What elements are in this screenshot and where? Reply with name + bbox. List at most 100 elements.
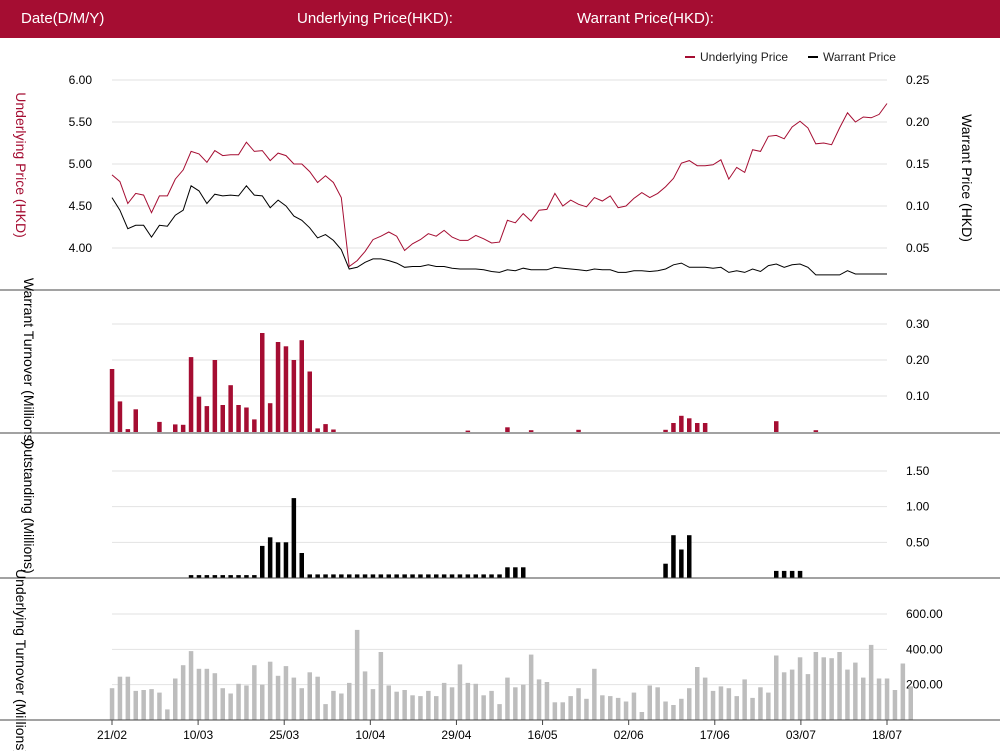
warrant-price-label: Warrant Price(HKD):: [577, 10, 714, 27]
underlying-turnover-bar: [441, 682, 447, 720]
outstanding-bar: [497, 574, 502, 578]
outstanding-bar: [307, 574, 312, 578]
underlying-price-label: Underlying Price(HKD):: [297, 10, 453, 27]
y-tick-right: 0.25: [906, 73, 930, 87]
x-tick-label: 10/04: [355, 728, 385, 742]
underlying-turnover-bar: [608, 696, 613, 720]
underlying-turnover-bar: [228, 693, 233, 720]
underlying-turnover-bar: [868, 644, 874, 720]
underlying-turnover-bar: [426, 690, 431, 720]
warrant-turnover-bar: [465, 430, 471, 432]
underlying-turnover-bar: [354, 629, 360, 720]
outstanding-bar: [275, 542, 281, 578]
underlying-turnover-bar: [449, 687, 455, 720]
outstanding-bar: [315, 574, 320, 578]
underlying-turnover-bar: [528, 654, 534, 720]
underlying-turnover-bar: [710, 690, 716, 720]
underlying-turnover-bar: [323, 704, 328, 720]
warrant-turnover-bar: [291, 360, 297, 432]
outstanding-bar: [513, 567, 518, 578]
outstanding-bar: [489, 574, 494, 578]
legend-warrant-label: Warrant Price: [823, 50, 896, 64]
underlying-turnover-bar: [378, 652, 384, 720]
legend-underlying-label: Underlying Price: [700, 50, 788, 64]
x-tick-label: 17/06: [700, 728, 730, 742]
warrant-turnover-bar: [117, 401, 123, 432]
underlying-turnover-bar: [789, 669, 795, 720]
underlying-turnover-bar: [434, 696, 439, 720]
outstanding-bar: [774, 570, 779, 578]
underlying-turnover-bar: [631, 692, 637, 720]
underlying-turnover-bar: [671, 705, 676, 720]
y-tick: 200.00: [906, 678, 943, 692]
underlying-turnover-bar: [244, 685, 249, 720]
underlying-turnover-bar: [687, 688, 692, 720]
outstanding-bar: [196, 575, 202, 578]
y-tick-right: 0.20: [906, 115, 930, 129]
outstanding-bar: [457, 574, 463, 578]
underlying-turnover-bar: [663, 701, 668, 720]
underlying-turnover-bar: [418, 696, 423, 720]
outstanding-bar: [465, 574, 471, 578]
x-tick-label: 29/04: [441, 728, 471, 742]
underlying-turnover-bar: [410, 695, 415, 720]
underlying-turnover-bar: [797, 657, 803, 720]
outstanding-bar: [362, 574, 368, 578]
underlying-turnover-bar: [623, 701, 629, 720]
warrant-turnover-bar: [679, 415, 684, 432]
underlying-turnover-bar: [252, 665, 257, 720]
outstanding-bar: [402, 574, 407, 578]
x-axis-ticks: 21/02 10/03 25/03 10/04 29/04 16/05 02/06 17/06…: [97, 720, 902, 742]
outstanding-bar: [236, 575, 241, 578]
underlying-turnover-bar: [180, 665, 186, 720]
underlying-turnover-axis-label: Underlying Turnover (Millions): [13, 569, 29, 751]
outstanding-bar: [299, 553, 304, 578]
date-label: Date(D/M/Y): [21, 10, 105, 27]
outstanding-bar: [789, 570, 795, 578]
warrant-turnover-bar: [275, 342, 281, 432]
underlying-turnover-bar: [489, 690, 494, 720]
warrant-turnover-bar: [315, 428, 320, 432]
x-tick-label: 18/07: [872, 728, 902, 742]
y-tick: 0.50: [906, 535, 930, 549]
outstanding-bar: [204, 575, 210, 578]
underlying-turnover-bar: [781, 672, 787, 720]
underlying-turnover-bar: [125, 676, 131, 720]
underlying-turnover-bar: [615, 697, 621, 720]
underlying-turnover-bar: [600, 695, 605, 720]
underlying-turnover-bar: [734, 696, 739, 720]
underlying-turnover-bar: [758, 687, 763, 720]
underlying-turnover-bar: [726, 688, 732, 720]
warrant-turnover-bar: [196, 396, 202, 432]
outstanding-bar: [797, 570, 803, 578]
underlying-price-axis-label: Underlying Price (HKD): [13, 92, 29, 237]
underlying-turnover-bar: [805, 674, 811, 720]
warrant-turnover-bar: [212, 360, 218, 432]
warrant-turnover-bar: [157, 421, 162, 432]
warrant-turnover-bar: [663, 429, 668, 432]
outstanding-bar: [386, 574, 391, 578]
underlying-turnover-bar: [639, 712, 645, 720]
outstanding-bar: [426, 574, 431, 578]
y-tick-left: 5.50: [69, 115, 93, 129]
warrant-turnover-panel: 0.30 0.20 0.10: [109, 317, 930, 432]
warrant-turnover-bar: [244, 407, 249, 432]
underlying-turnover-bar: [473, 683, 478, 720]
underlying-turnover-bar: [513, 687, 518, 720]
underlying-turnover-bar: [853, 662, 858, 720]
warrant-turnover-bar: [505, 427, 510, 432]
underlying-turnover-bar: [165, 709, 170, 720]
outstanding-bar: [188, 575, 194, 578]
underlying-turnover-bar: [196, 668, 202, 720]
underlying-turnover-bar: [173, 678, 178, 720]
underlying-turnover-bar: [299, 688, 304, 720]
y-tick: 0.10: [906, 389, 930, 403]
warrant-turnover-bar: [252, 419, 257, 432]
outstanding-bar: [671, 535, 676, 578]
warrant-turnover-bar: [307, 371, 312, 432]
warrant-turnover-bar: [109, 369, 115, 432]
warrant-turnover-bar: [236, 405, 241, 432]
warrant-turnover-bar: [323, 424, 328, 432]
underlying-turnover-bar: [584, 698, 589, 720]
underlying-turnover-bar: [339, 693, 344, 720]
